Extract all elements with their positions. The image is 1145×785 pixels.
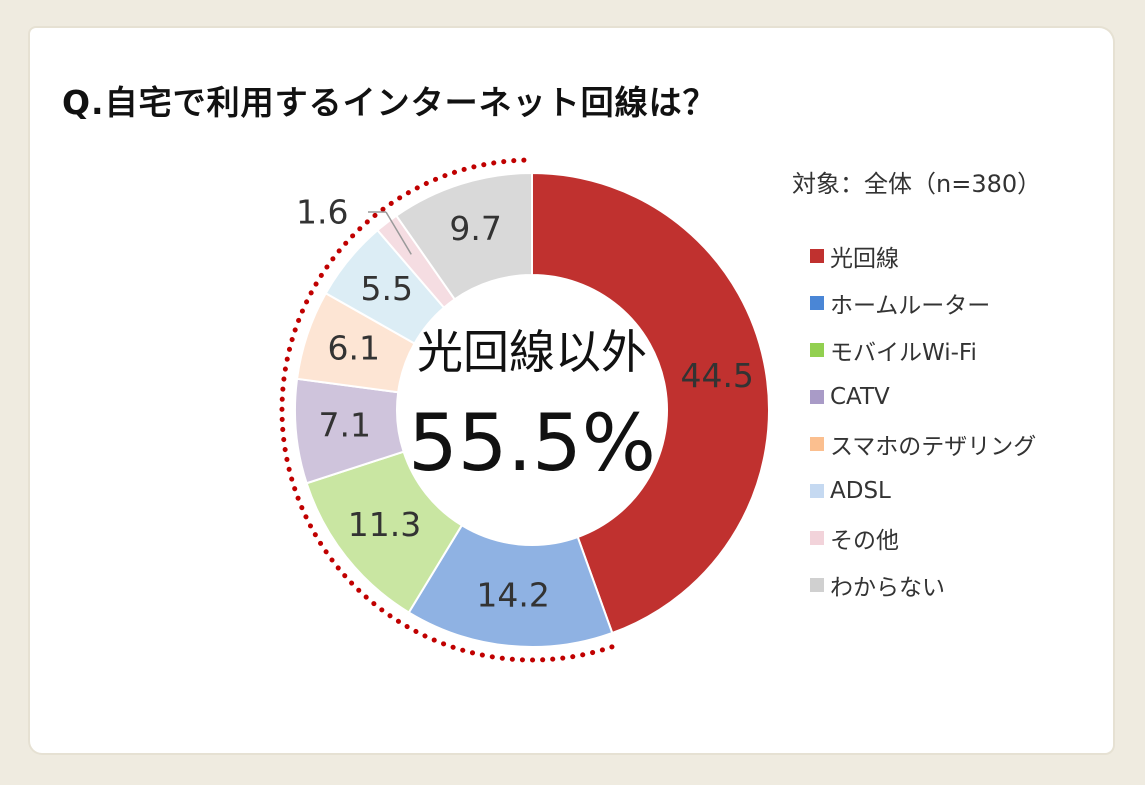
legend-label-6: その他 — [830, 527, 899, 554]
slice-7 — [394, 171, 533, 301]
legend-item-1: ホームルーター — [810, 279, 1036, 326]
slice-label-5: 5.5 — [361, 269, 413, 308]
chart-subtitle: 対象：全体（n=380） — [792, 170, 1042, 198]
slice-label-6: 1.6 — [296, 193, 348, 232]
legend-label-0: 光回線 — [830, 245, 899, 272]
legend-item-7: わからない — [810, 561, 1036, 608]
slice-label-4: 6.1 — [328, 329, 380, 368]
legend-item-4: スマホのテザリング — [810, 420, 1036, 467]
legend-label-5: ADSL — [830, 477, 891, 504]
slice-label-2: 11.3 — [348, 505, 421, 544]
legend: 光回線ホームルーター モバイルWi-Fi CATV スマホのテザリング ADSL その他わ… — [810, 232, 1036, 608]
legend-label-4: スマホのテザリング — [830, 433, 1037, 460]
legend-swatch-4 — [810, 436, 824, 451]
legend-swatch-7 — [810, 577, 824, 592]
legend-label-1: ホームルーター — [830, 292, 991, 319]
chart-title: Q.自宅で利用するインターネット回線は？ — [62, 83, 717, 122]
legend-item-2: モバイルWi-Fi — [810, 326, 1036, 373]
legend-item-0: 光回線 — [810, 232, 1036, 279]
slice-label-0: 44.5 — [680, 356, 753, 395]
slice-label-3: 7.1 — [319, 406, 371, 445]
center-label: 光回線以外 — [417, 325, 647, 379]
legend-swatch-6 — [810, 530, 824, 545]
slice-0 — [531, 171, 770, 635]
legend-swatch-1 — [810, 295, 824, 310]
legend-swatch-2 — [810, 342, 824, 357]
legend-label-3: CATV — [830, 383, 890, 410]
legend-swatch-0 — [810, 248, 824, 263]
leader-line-diagonal — [385, 211, 412, 255]
center-value: 55.5% — [408, 399, 656, 489]
legend-item-3: CATV — [810, 373, 1036, 420]
legend-item-5: ADSL — [810, 467, 1036, 514]
legend-swatch-3 — [810, 389, 824, 404]
legend-label-7: わからない — [830, 574, 945, 601]
legend-item-6: その他 — [810, 514, 1036, 561]
legend-label-2: モバイルWi-Fi — [830, 339, 977, 366]
slice-label-7: 9.7 — [449, 209, 501, 248]
slice-label-1: 14.2 — [476, 576, 549, 615]
legend-swatch-5 — [810, 483, 824, 498]
